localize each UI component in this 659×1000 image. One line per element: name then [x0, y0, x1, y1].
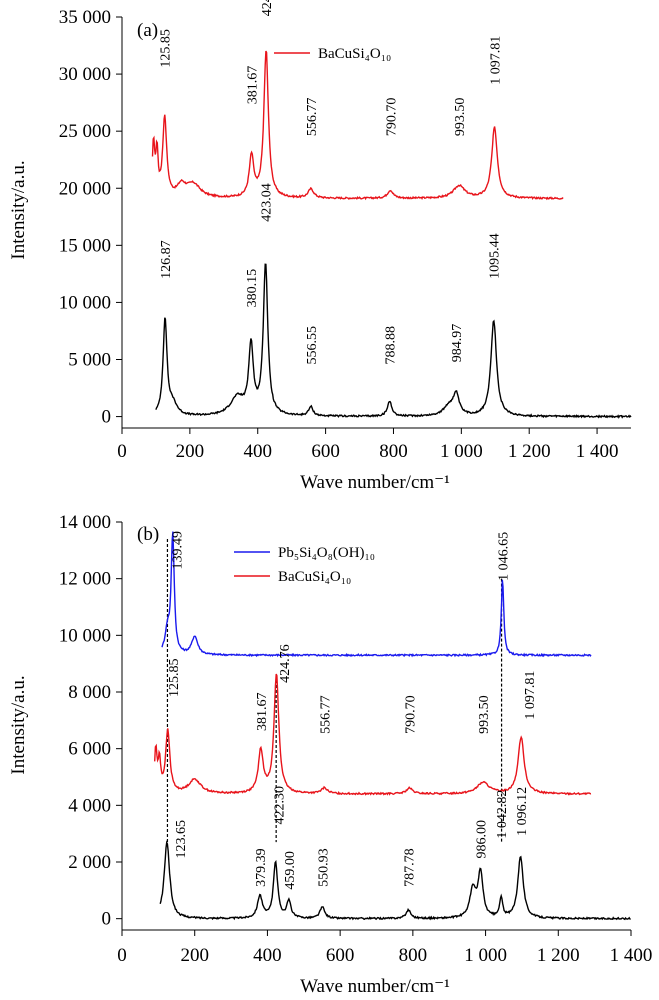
series-line — [151, 50, 564, 201]
x-tick-label: 1 000 — [440, 441, 483, 462]
peak-label: 126.87 — [159, 240, 174, 279]
peak-label: 1 046.65 — [497, 532, 512, 581]
panel-b-plot-area: 0 200 400 600 800 1 000 1 200 1 400 0 2 000 4 000 6… — [59, 512, 653, 966]
peak-label: 459.00 — [283, 851, 298, 890]
peak-label: 993.50 — [453, 98, 468, 137]
y-tick-label: 35 000 — [59, 7, 111, 28]
panel-a-chart: (a) 0 200 400 600 800 1 000 1 200 1 400 0 5 000 10… — [8, 0, 632, 493]
x-tick-label: 1 200 — [508, 441, 551, 462]
peak-label: 556.77 — [318, 695, 333, 734]
peak-label: 139.49 — [171, 531, 186, 570]
y-tick-label: 15 000 — [59, 235, 111, 256]
y-tick-label: 14 000 — [59, 512, 111, 533]
y-tick-label: 0 — [102, 407, 112, 428]
peak-label: 125.85 — [159, 29, 174, 68]
x-tick-label: 400 — [243, 441, 272, 462]
panel-a-tag: (a) — [137, 20, 158, 41]
x-tick-label: 600 — [326, 945, 355, 966]
peak-label: 423.04 — [260, 183, 275, 222]
peak-label: 986.00 — [474, 820, 489, 859]
peak-label: 424.76 — [278, 644, 293, 683]
series-line — [159, 840, 631, 921]
peak-label: 424.76 — [260, 0, 275, 16]
y-tick-label: 20 000 — [59, 178, 111, 199]
series-line — [154, 673, 592, 796]
y-tick-label: 12 000 — [59, 569, 111, 590]
peak-label: 381.67 — [246, 66, 261, 105]
x-tick-label: 0 — [117, 441, 127, 462]
legend-entry: Pb₅Si₄O₈(OH)₁₀ — [278, 545, 375, 561]
peak-label: 123.65 — [174, 820, 189, 859]
x-tick-label: 0 — [117, 945, 127, 966]
peak-label: 984.97 — [450, 324, 465, 363]
peak-label: 550.93 — [316, 848, 331, 887]
peak-label: 381.67 — [255, 693, 270, 732]
peak-label: 790.70 — [384, 98, 399, 137]
x-tick-label: 1 200 — [537, 945, 580, 966]
peak-label: 787.78 — [402, 848, 417, 887]
x-tick-label: 1 400 — [576, 441, 619, 462]
x-tick-label: 1 400 — [610, 945, 653, 966]
peak-label: 790.70 — [403, 695, 418, 734]
y-tick-label: 25 000 — [59, 121, 111, 142]
y-tick-label: 2 000 — [68, 852, 111, 873]
legend-entry: BaCuSi₄O₁₀ — [318, 46, 391, 62]
peak-label: 1 042.82 — [495, 790, 510, 839]
x-tick-label: 600 — [311, 441, 340, 462]
panel-a-y-axis-title: Intensity/a.u. — [8, 160, 29, 259]
y-tick-label: 10 000 — [59, 292, 111, 313]
y-tick-label: 8 000 — [68, 682, 111, 703]
peak-label: 556.77 — [305, 98, 320, 137]
series-line — [155, 263, 632, 419]
y-tick-label: 0 — [102, 909, 112, 930]
x-tick-label: 400 — [253, 945, 282, 966]
panel-b-tag: (b) — [137, 524, 159, 545]
peak-label: 380.15 — [245, 269, 260, 307]
x-tick-label: 200 — [176, 441, 205, 462]
peak-label: 379.39 — [254, 848, 269, 887]
y-tick-label: 4 000 — [68, 795, 111, 816]
x-tick-label: 800 — [399, 945, 428, 966]
peak-label: 1 097.81 — [523, 671, 538, 720]
peak-label: 993.50 — [477, 695, 492, 734]
panel-a-plot-area: 0 200 400 600 800 1 000 1 200 1 400 0 5 000 10 000… — [59, 0, 632, 462]
y-tick-label: 6 000 — [68, 739, 111, 760]
x-tick-label: 800 — [379, 441, 408, 462]
peak-label: 556.55 — [305, 326, 320, 365]
peak-label: 422.30 — [272, 786, 287, 825]
x-tick-label: 200 — [180, 945, 209, 966]
x-tick-label: 1 000 — [464, 945, 507, 966]
panel-a-x-axis-title: Wave number/cm⁻¹ — [300, 472, 450, 493]
peak-label: 1 097.81 — [489, 36, 504, 85]
series-line — [161, 531, 592, 658]
y-tick-label: 10 000 — [59, 625, 111, 646]
y-tick-label: 5 000 — [68, 350, 111, 371]
panel-b-x-axis-title: Wave number/cm⁻¹ — [300, 976, 450, 997]
y-tick-label: 30 000 — [59, 64, 111, 85]
peak-label: 125.85 — [167, 659, 182, 698]
peak-label: 1095.44 — [488, 233, 503, 279]
peak-label: 788.88 — [384, 326, 399, 365]
peak-label: 1 096.12 — [515, 787, 530, 836]
legend-entry: BaCuSi₄O₁₀ — [278, 569, 351, 585]
panel-b-y-axis-title: Intensity/a.u. — [8, 675, 29, 774]
panel-b-chart: (b) 0 200 400 600 800 1 000 1 200 1 400 0 2 000 4 … — [8, 512, 652, 997]
